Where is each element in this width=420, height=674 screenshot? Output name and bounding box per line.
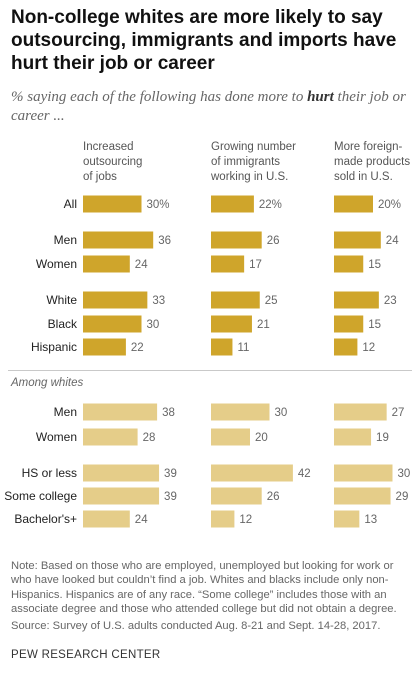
data-label: 20 <box>255 432 268 444</box>
data-label: 15 <box>368 259 381 271</box>
bar <box>211 487 262 505</box>
data-label: 21 <box>257 319 270 331</box>
bar <box>334 315 364 333</box>
bar <box>83 338 126 356</box>
chart-source: Source: Survey of U.S. adults conducted … <box>11 620 381 632</box>
bar <box>334 403 387 421</box>
bar <box>211 231 262 249</box>
series-label-3: More foreign- <box>334 141 403 153</box>
series-label-1: of jobs <box>83 171 117 183</box>
data-label: 11 <box>237 342 249 354</box>
data-label: 30 <box>275 407 288 419</box>
data-label: 17 <box>249 259 262 271</box>
bar <box>83 510 130 528</box>
data-label: 25 <box>265 295 278 307</box>
data-label: 19 <box>376 432 389 444</box>
bar <box>83 195 142 213</box>
subtitle-emphasis: hurt <box>307 89 334 105</box>
data-label: 30 <box>398 468 411 480</box>
data-label: 24 <box>386 235 399 247</box>
data-label: 24 <box>135 514 148 526</box>
category-label: Hispanic <box>31 340 77 354</box>
category-label: All <box>64 197 77 211</box>
chart-title: Non-college whites are more likely to sa… <box>11 7 397 74</box>
bar <box>211 315 252 333</box>
bar <box>334 428 372 446</box>
data-label: 27 <box>392 407 405 419</box>
category-label: Some college <box>4 489 77 503</box>
data-label: 12 <box>239 514 252 526</box>
data-label: 29 <box>396 491 409 503</box>
bar <box>211 291 260 309</box>
bar <box>83 464 160 482</box>
bar <box>211 428 250 446</box>
bar <box>334 464 393 482</box>
category-label: Women <box>36 257 77 271</box>
data-label: 20% <box>378 199 401 211</box>
group-label: Among whites <box>10 377 83 389</box>
chart-note: Note: Based on those who are employed, u… <box>11 560 397 616</box>
bar <box>334 291 379 309</box>
data-label: 22% <box>259 199 282 211</box>
bar-chart: Increased outsourcing of jobs Growing numbe… <box>4 141 412 528</box>
bar <box>334 487 391 505</box>
bar <box>211 403 270 421</box>
series-label-1: Increased <box>83 141 134 153</box>
bar <box>211 338 233 356</box>
bar <box>83 291 148 309</box>
series-label-2: Growing number <box>211 141 296 153</box>
data-label: 33 <box>152 295 165 307</box>
category-label: Men <box>54 233 77 247</box>
series-label-2: of immigrants <box>211 156 280 168</box>
data-label: 22 <box>131 342 144 354</box>
category-label: White <box>46 293 77 307</box>
series-label-3: made products <box>334 156 410 168</box>
bar <box>83 231 154 249</box>
bar <box>83 255 130 273</box>
bar <box>211 255 245 273</box>
bar <box>83 428 138 446</box>
series-label-2: working in U.S. <box>210 171 288 183</box>
data-label: 36 <box>158 235 171 247</box>
data-label: 39 <box>164 491 177 503</box>
series-label-3: sold in U.S. <box>334 171 393 183</box>
category-label: Women <box>36 430 77 444</box>
bar <box>334 338 358 356</box>
data-label: 26 <box>267 235 280 247</box>
bar <box>334 231 381 249</box>
data-label: 30% <box>147 199 170 211</box>
bar <box>211 464 293 482</box>
category-label: Bachelor's+ <box>14 512 77 526</box>
category-label: HS or less <box>22 466 77 480</box>
bar <box>211 510 235 528</box>
data-label: 15 <box>368 319 381 331</box>
bar <box>334 195 373 213</box>
data-label: 28 <box>143 432 156 444</box>
data-label: 24 <box>135 259 148 271</box>
bar <box>334 510 360 528</box>
chart-subtitle: % saying each of the following has done … <box>11 89 406 124</box>
pew-credit: PEW RESEARCH CENTER <box>11 649 161 661</box>
category-label: Black <box>48 317 78 331</box>
data-label: 38 <box>162 407 175 419</box>
bar <box>83 315 142 333</box>
data-label: 30 <box>147 319 160 331</box>
bar <box>334 255 364 273</box>
data-label: 26 <box>267 491 280 503</box>
data-label: 42 <box>298 468 311 480</box>
data-label: 23 <box>384 295 397 307</box>
bar <box>83 403 158 421</box>
category-label: Men <box>54 405 77 419</box>
bar <box>83 487 160 505</box>
data-label: 13 <box>364 514 377 526</box>
data-label: 39 <box>164 468 177 480</box>
data-label: 12 <box>362 342 375 354</box>
bar <box>211 195 254 213</box>
series-label-1: outsourcing <box>83 156 142 168</box>
